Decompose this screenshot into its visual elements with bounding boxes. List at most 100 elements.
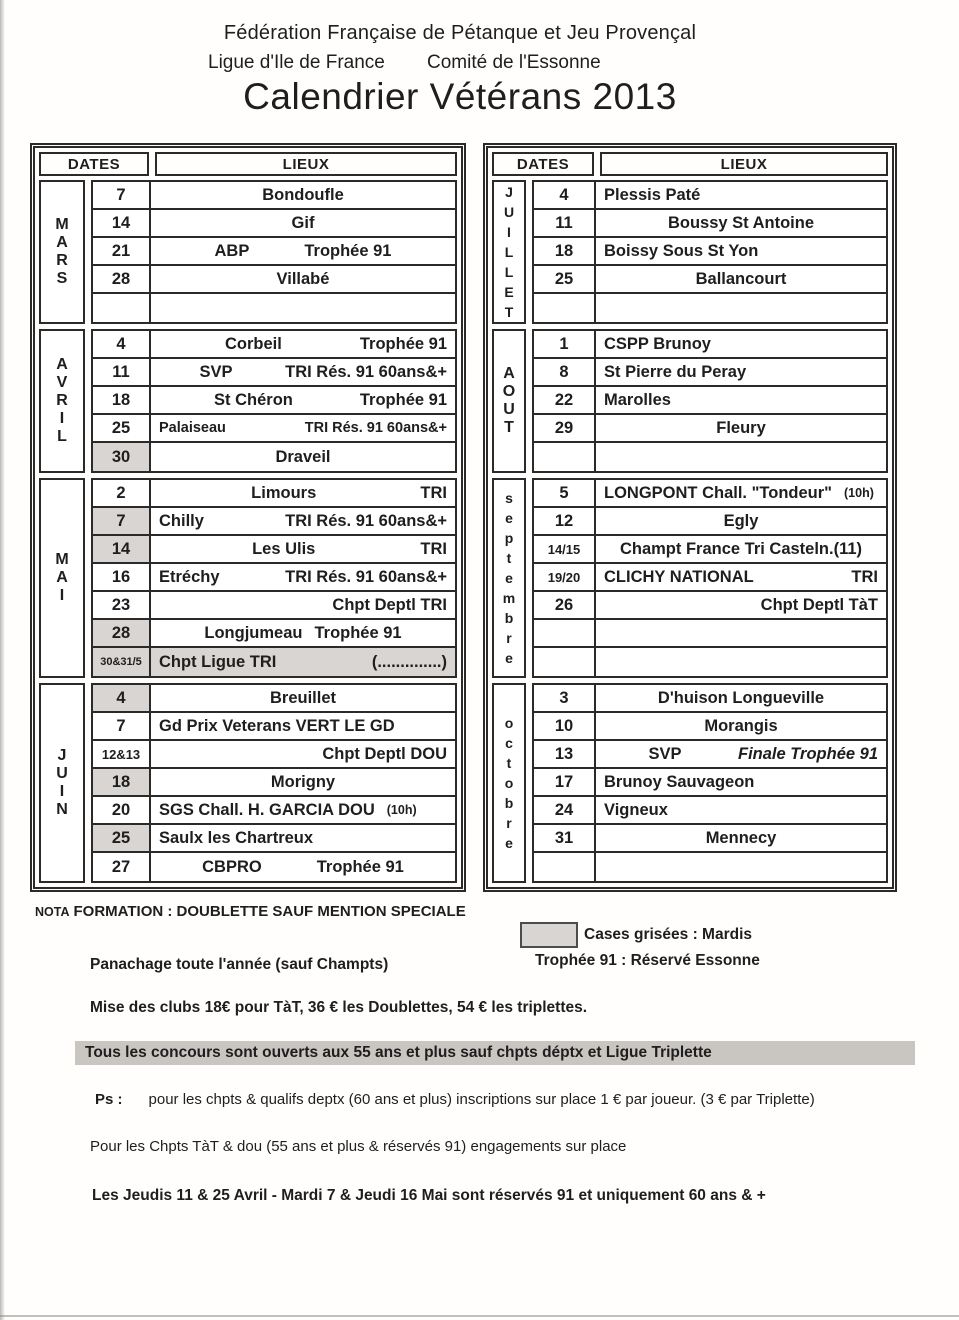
date-cell: 4 xyxy=(534,182,596,208)
lieux-column-header: LIEUX xyxy=(155,152,457,176)
calendar-column-right: DATES LIEUX J U I L L E T 4 Plessis Paté 11 Boussy S… xyxy=(483,143,897,892)
month-letter: J xyxy=(57,747,67,764)
month-rows: 7 Bondoufle 14 Gif 21 ABP Trophée 91 28 Villabé xyxy=(91,180,457,324)
date-cell: 14/15 xyxy=(534,536,596,562)
event-text: Villabé xyxy=(276,269,330,288)
date-cell: 18 xyxy=(93,387,151,413)
month-letter: N xyxy=(56,801,68,818)
ps-note: Ps : pour les chpts & qualifs deptx (60 a… xyxy=(95,1091,815,1108)
calendar-row: 28 Villabé xyxy=(93,266,455,294)
date-cell: 30 xyxy=(93,443,151,471)
date-cell: 2 xyxy=(93,480,151,506)
month-rows: 2 Limours TRI 7 Chilly TRI Rés. 91 60ans&+ 14 L… xyxy=(91,478,457,678)
lieu-cell: Morigny xyxy=(151,769,455,795)
event-text: SGS Chall. H. GARCIA DOU xyxy=(159,800,375,819)
date-cell: 14 xyxy=(93,536,151,562)
date-cell: 17 xyxy=(534,769,596,795)
month-letter: o xyxy=(504,715,514,731)
month-section-mai: M A I 2 Limours TRI 7 Chilly TRI Rés. 91 60ans&+… xyxy=(39,478,457,678)
event-text: Ballancourt xyxy=(695,269,787,288)
date-cell: 8 xyxy=(534,359,596,385)
event-text: CBPRO xyxy=(202,857,262,876)
event-text: (..............) xyxy=(371,652,447,671)
lieu-cell: SVP Finale Trophée 91 xyxy=(596,741,886,767)
month-letter: e xyxy=(505,570,513,586)
month-letter: A xyxy=(56,569,68,586)
event-text: Breuillet xyxy=(269,688,337,707)
date-cell: 21 xyxy=(93,238,151,264)
table-header: DATES LIEUX xyxy=(492,152,888,176)
calendar-row xyxy=(534,620,886,648)
lieu-cell: Fleury xyxy=(596,415,886,441)
month-letter: I xyxy=(507,224,511,240)
calendar-row: 14 Les Ulis TRI xyxy=(93,536,455,564)
ps-label: Ps : xyxy=(95,1091,123,1108)
date-cell: 25 xyxy=(534,266,596,292)
month-letter: U xyxy=(503,204,515,220)
date-cell: 3 xyxy=(534,685,596,711)
calendar-row: 7 Bondoufle xyxy=(93,182,455,210)
date-cell xyxy=(93,294,151,322)
calendar-row: 29 Fleury xyxy=(534,415,886,443)
open-contest-text: Tous les concours sont ouverts aux 55 an… xyxy=(85,1044,712,1061)
month-letter: e xyxy=(505,650,513,666)
calendar-row: 22 Marolles xyxy=(534,387,886,415)
lieu-cell xyxy=(151,294,455,322)
lieu-cell: D'huison Longueville xyxy=(596,685,886,711)
date-cell: 24 xyxy=(534,797,596,823)
calendar-row: 16 Etréchy TRI Rés. 91 60ans&+ xyxy=(93,564,455,592)
lieu-cell xyxy=(596,620,886,646)
event-text: (10h) xyxy=(844,486,874,500)
month-section-mars: M A R S 7 Bondoufle 14 Gif 21 ABP Trophée 91 28 Vill… xyxy=(39,180,457,324)
event-text: Palaiseau xyxy=(159,420,226,436)
calendar-row: 4 Corbeil Trophée 91 xyxy=(93,331,455,359)
calendar-row xyxy=(534,853,886,881)
lieu-cell: Chpt Ligue TRI (..............) xyxy=(151,648,455,676)
calendar-row: 12 Egly xyxy=(534,508,886,536)
date-cell: 14 xyxy=(93,210,151,236)
panachage-note: Panachage toute l'année (sauf Champts) xyxy=(90,956,389,973)
month-rows: 4 Plessis Paté 11 Boussy St Antoine 18 Boissy… xyxy=(532,180,888,324)
calendar-row: 31 Mennecy xyxy=(534,825,886,853)
month-letter: I xyxy=(59,410,65,427)
date-cell: 12 xyxy=(534,508,596,534)
month-letter: L xyxy=(504,244,514,260)
date-cell: 28 xyxy=(93,266,151,292)
month-section-aout: A O U T 1 CSPP Brunoy 8 St Pierre du Peray 22 Mar… xyxy=(492,329,888,473)
calendar-row: 12&13 Chpt Deptl DOU xyxy=(93,741,455,769)
event-text: St Pierre du Peray xyxy=(604,362,747,381)
event-text: TRI xyxy=(851,567,878,586)
event-text: Vigneux xyxy=(604,800,668,819)
month-letter: m xyxy=(502,590,516,606)
federation-title: Fédération Française de Pétanque et Jeu … xyxy=(223,22,697,44)
event-text: Finale Trophée 91 xyxy=(738,744,878,763)
lieu-cell: Mennecy xyxy=(596,825,886,851)
date-cell: 1 xyxy=(534,331,596,357)
calendar-row: 11 SVP TRI Rés. 91 60ans&+ xyxy=(93,359,455,387)
date-cell: 7 xyxy=(93,182,151,208)
date-cell: 25 xyxy=(93,415,151,441)
lieu-cell: Saulx les Chartreux xyxy=(151,825,455,851)
date-cell: 22 xyxy=(534,387,596,413)
calendar-row: 5 LONGPONT Chall. "Tondeur" (10h) xyxy=(534,480,886,508)
month-letter: V xyxy=(56,374,68,391)
month-letter: I xyxy=(59,587,65,604)
mise-des-clubs-note: Mise des clubs 18€ pour TàT, 36 € les Do… xyxy=(90,999,588,1016)
calendar-row: 21 ABP Trophée 91 xyxy=(93,238,455,266)
lieu-cell: Draveil xyxy=(151,443,455,471)
page-title: Calendrier Vétérans 2013 xyxy=(243,76,677,117)
event-text: Etréchy xyxy=(159,567,220,586)
calendar-row: 14 Gif xyxy=(93,210,455,238)
month-rows: 5 LONGPONT Chall. "Tondeur" (10h) 12 Egly 14/… xyxy=(532,478,888,678)
event-text: TRI Rés. 91 60ans&+ xyxy=(285,362,447,381)
month-letter: A xyxy=(503,365,515,382)
month-letter: p xyxy=(504,530,514,546)
lieu-cell: Villabé xyxy=(151,266,455,292)
